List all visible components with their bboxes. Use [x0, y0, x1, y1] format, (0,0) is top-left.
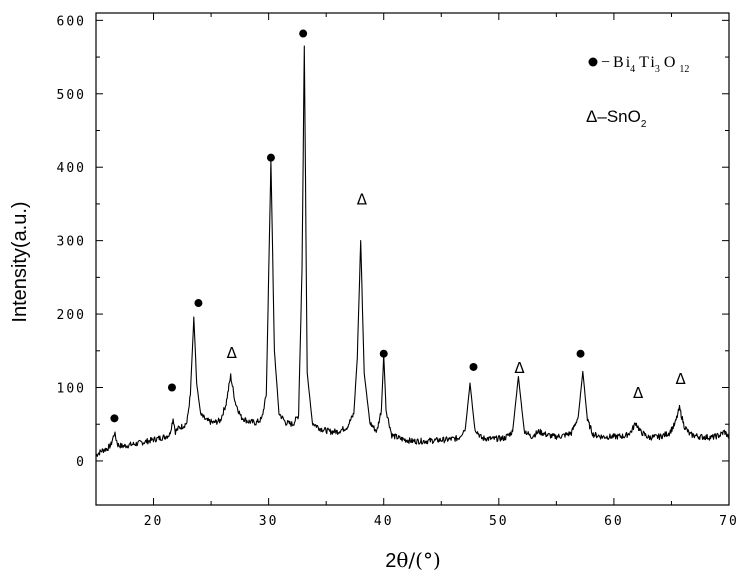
- y-tick-label: 100: [57, 382, 86, 397]
- plot-frame: [96, 13, 729, 505]
- y-tick-label: 600: [57, 14, 86, 29]
- bto-peak-marker: [168, 384, 176, 392]
- y-tick-label: 400: [57, 161, 86, 176]
- legend-bto-label: −Bi4Ti3O12: [601, 54, 689, 75]
- x-tick-label: 30: [259, 514, 279, 529]
- y-tick-label: 300: [57, 235, 86, 250]
- bto-peak-marker: [194, 299, 202, 307]
- y-tick-label: 200: [57, 308, 86, 323]
- y-tick-labels: 0 100 200 300 400 500 600: [57, 14, 86, 470]
- bto-peak-marker: [267, 154, 275, 162]
- y-tick-label: 0: [76, 455, 86, 470]
- x-tick-label: 70: [719, 514, 739, 529]
- bto-peak-marker: [299, 30, 307, 38]
- x-tick-label: 60: [604, 514, 624, 529]
- bto-peak-marker: [469, 363, 477, 371]
- legend-sno2-label: Δ–SnO2: [586, 107, 647, 130]
- legend: −Bi4Ti3O12 Δ–SnO2: [586, 54, 689, 130]
- x-tick-labels: 20 30 40 50 60 70: [144, 514, 739, 529]
- axis-ticks: [96, 13, 729, 505]
- x-tick-label: 20: [144, 514, 164, 529]
- legend-bto-dot: [589, 58, 598, 67]
- sno2-peak-marker: Δ: [357, 191, 368, 209]
- bto-peak-marker: [110, 414, 118, 422]
- y-axis-title: Intensity(a.u.): [9, 201, 31, 322]
- peak-markers: Δ Δ Δ Δ Δ: [110, 30, 686, 423]
- bto-peak-marker: [380, 350, 388, 358]
- sno2-peak-marker: Δ: [514, 359, 525, 377]
- bto-peak-marker: [577, 350, 585, 358]
- x-axis-title: 2θ/(°): [385, 548, 441, 572]
- sno2-peak-marker: Δ: [676, 370, 687, 388]
- y-tick-label: 500: [57, 88, 86, 103]
- x-tick-label: 40: [374, 514, 394, 529]
- sno2-peak-marker: Δ: [227, 344, 238, 362]
- x-tick-label: 50: [489, 514, 509, 529]
- sno2-peak-marker: Δ: [633, 384, 644, 402]
